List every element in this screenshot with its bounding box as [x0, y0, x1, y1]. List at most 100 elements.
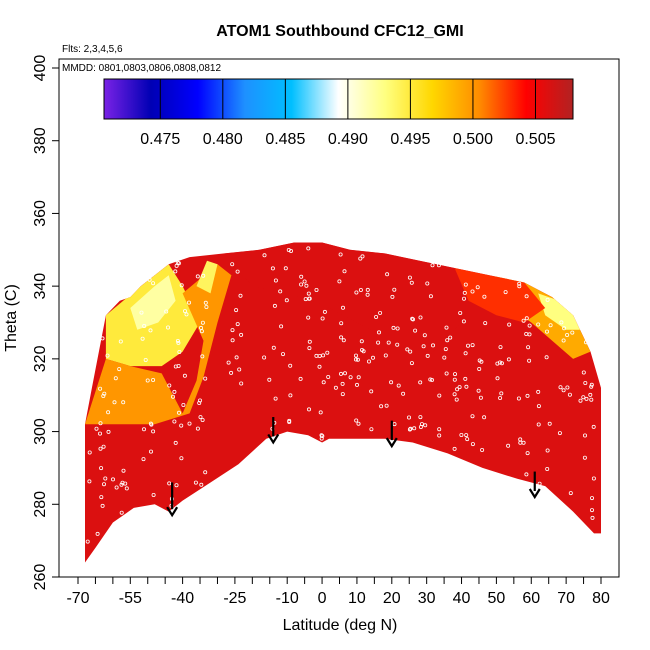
observation-point [476, 388, 481, 393]
observation-point [307, 346, 312, 351]
observation-point [518, 440, 523, 445]
observation-point [470, 343, 475, 348]
observation-point [495, 361, 500, 366]
observation-point [238, 293, 243, 298]
observation-point [267, 377, 272, 382]
observation-point [578, 398, 583, 403]
observation-point [112, 400, 117, 405]
observation-point [179, 456, 184, 461]
observation-point [176, 340, 181, 345]
observation-point [545, 329, 550, 334]
observation-point [141, 457, 146, 462]
observation-point [288, 248, 293, 253]
observation-point [338, 252, 343, 257]
observation-point [590, 496, 595, 501]
observation-point [376, 330, 381, 335]
observation-point [98, 431, 103, 436]
observation-point [286, 247, 291, 252]
observation-point [365, 287, 370, 292]
observation-point [383, 353, 388, 358]
observation-point [589, 397, 594, 402]
observation-point [299, 274, 304, 279]
observation-point [199, 482, 204, 487]
observation-point [170, 394, 175, 399]
observation-point [87, 450, 92, 455]
observation-point [506, 357, 511, 362]
observation-point [477, 366, 482, 371]
observation-point [102, 482, 107, 487]
observation-point [396, 383, 401, 388]
observation-point [307, 296, 312, 301]
observation-point [590, 515, 595, 520]
observation-point [464, 433, 469, 438]
observation-point [322, 309, 327, 314]
observation-point [498, 395, 503, 400]
observation-point [548, 323, 553, 328]
y-tick-label: 380 [32, 127, 49, 154]
observation-point [278, 289, 283, 294]
colorbar-tick-label: 0.490 [328, 131, 368, 148]
observation-point [376, 340, 381, 345]
field-region [538, 293, 581, 330]
observation-point [458, 310, 463, 315]
observation-point [176, 363, 181, 368]
x-axis-label: Latitude (deg N) [283, 617, 398, 634]
observation-point [582, 455, 587, 460]
observation-point [203, 470, 208, 475]
observation-point [119, 510, 124, 515]
observation-point [98, 386, 103, 391]
observation-point [98, 446, 103, 451]
y-axis: 260 280 300 320 340 360 380 400 [32, 55, 59, 591]
observation-point [452, 377, 457, 382]
observation-point [558, 385, 563, 390]
x-tick-label: 0 [318, 590, 327, 607]
x-tick-label: 20 [383, 590, 401, 607]
observation-point [482, 415, 487, 420]
observation-point [142, 323, 147, 328]
observation-point [360, 254, 365, 259]
colorbar-tick-label: 0.495 [390, 131, 430, 148]
observation-point [354, 418, 359, 423]
observation-point [370, 355, 375, 360]
y-tick-label: 300 [32, 418, 49, 445]
observation-point [195, 274, 200, 279]
observation-point [369, 427, 374, 432]
x-tick-label: -70 [66, 590, 89, 607]
colorbar-tick-label: 0.480 [203, 131, 243, 148]
observation-point [570, 330, 575, 335]
observation-point [537, 481, 542, 486]
y-tick-label: 340 [32, 273, 49, 300]
observation-point [230, 338, 235, 343]
observation-point [85, 539, 90, 544]
observation-point [333, 385, 338, 390]
observation-point [406, 415, 411, 420]
observation-point [273, 278, 278, 283]
observation-point [337, 279, 342, 284]
observation-point [525, 451, 530, 456]
observation-point [422, 333, 427, 338]
x-tick-label: 30 [418, 590, 436, 607]
observation-point [320, 316, 325, 321]
observation-point [200, 354, 205, 359]
observation-point [430, 263, 435, 268]
observation-point [452, 446, 457, 451]
observation-point [589, 382, 594, 387]
observation-point [392, 287, 397, 292]
observation-point [470, 442, 475, 447]
observation-point [524, 316, 529, 321]
arrow-head [267, 433, 280, 445]
observation-point [452, 372, 457, 377]
observation-point [326, 374, 331, 379]
observation-point [200, 320, 205, 325]
observation-point [565, 385, 570, 390]
y-tick-label: 260 [32, 564, 49, 591]
observation-point [418, 315, 423, 320]
observation-point [407, 275, 412, 280]
arrow-head [385, 437, 398, 449]
observation-point [341, 338, 346, 343]
observation-point [101, 444, 106, 449]
observation-point [318, 410, 323, 415]
observation-point [148, 449, 153, 454]
observation-point [475, 285, 480, 290]
observation-point [339, 335, 344, 340]
